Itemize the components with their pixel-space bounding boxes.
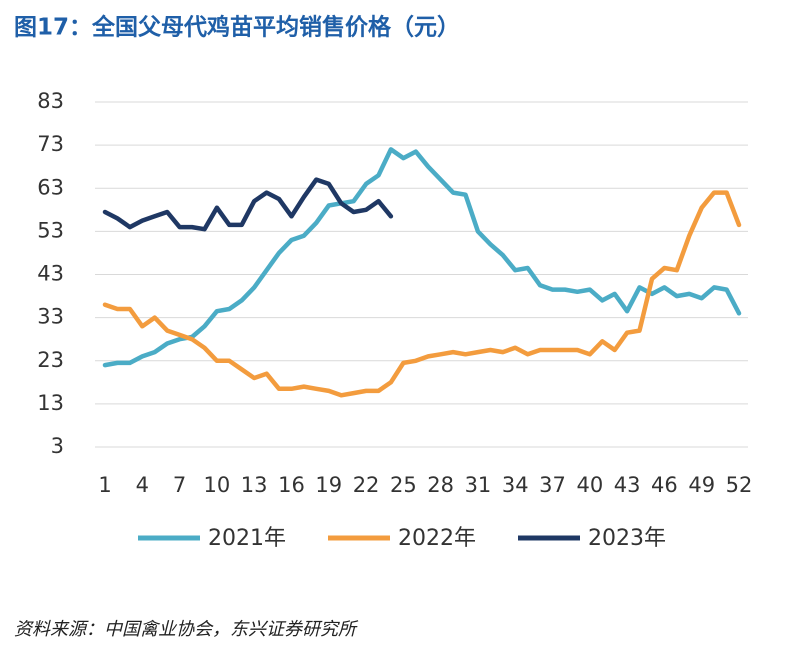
x-tick-label: 4: [136, 473, 149, 497]
x-tick-label: 25: [390, 473, 417, 497]
y-tick-label: 73: [37, 132, 64, 156]
x-tick-label: 7: [173, 473, 186, 497]
x-tick-label: 13: [241, 473, 268, 497]
x-tick-label: 34: [502, 473, 529, 497]
source-note: 资料来源：中国禽业协会，东兴证券研究所: [14, 619, 359, 640]
y-tick-label: 3: [51, 434, 64, 458]
y-tick-label: 53: [37, 218, 64, 242]
x-tick-label: 49: [688, 473, 715, 497]
y-tick-label: 43: [37, 262, 64, 286]
x-tick-label: 16: [278, 473, 305, 497]
y-tick-label: 33: [37, 305, 64, 329]
legend-label: 2021年: [208, 526, 286, 551]
y-tick-label: 83: [37, 89, 64, 113]
series-line: [102, 190, 742, 398]
x-tick-label: 1: [98, 473, 111, 497]
x-tick-label: 10: [204, 473, 231, 497]
x-tick-label: 22: [353, 473, 380, 497]
chart-title: 图17：全国父母代鸡苗平均销售价格（元）: [14, 14, 460, 41]
x-tick-label: 28: [427, 473, 454, 497]
x-tick-label: 19: [315, 473, 342, 497]
y-tick-label: 63: [37, 175, 64, 199]
y-tick-label: 23: [37, 348, 64, 372]
series-line: [102, 147, 742, 368]
legend-label: 2022年: [398, 526, 476, 551]
x-tick-label: 40: [576, 473, 603, 497]
x-tick-label: 31: [465, 473, 492, 497]
series-line: [102, 177, 394, 232]
x-tick-label: 37: [539, 473, 566, 497]
x-tick-label: 52: [726, 473, 753, 497]
x-tick-label: 46: [651, 473, 678, 497]
x-tick-label: 43: [614, 473, 641, 497]
legend-label: 2023年: [588, 526, 666, 551]
y-tick-label: 13: [37, 391, 64, 415]
